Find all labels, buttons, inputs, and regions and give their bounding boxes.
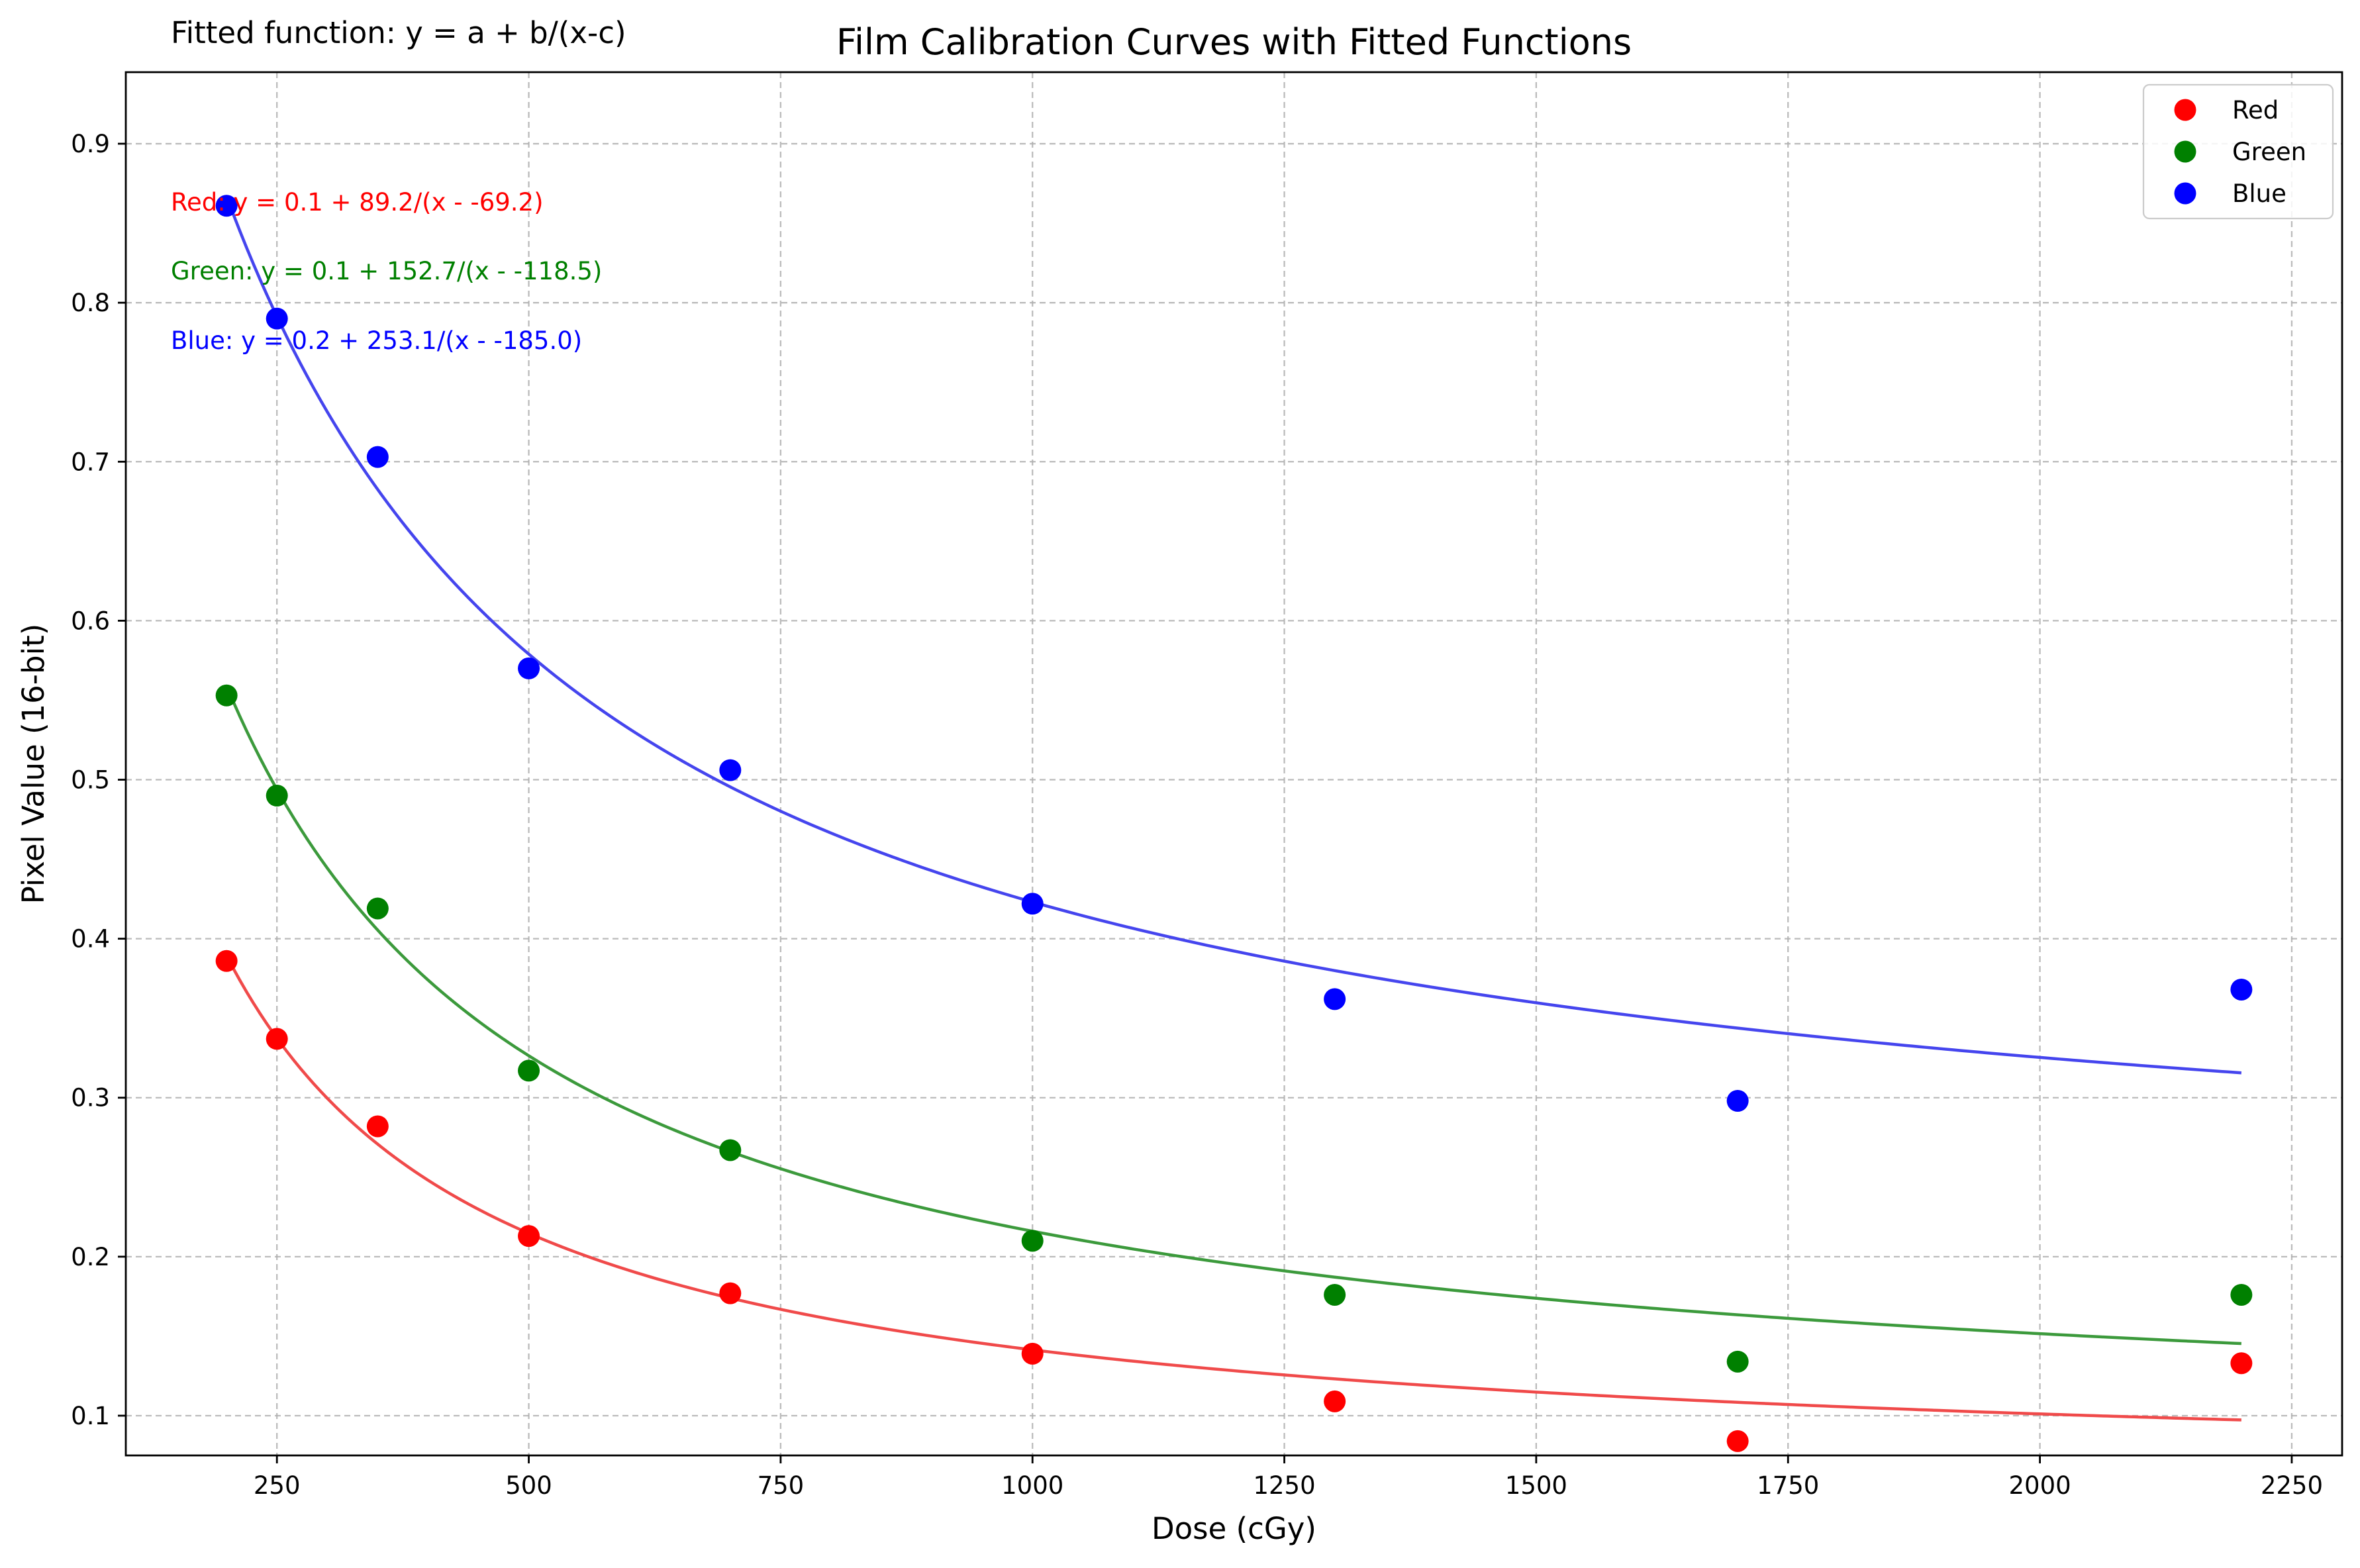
equation-annotations: Red: y = 0.1 + 89.2/(x - -69.2) Green: y … <box>171 188 602 355</box>
red-fit-curve <box>225 955 2241 1422</box>
green-data-point <box>366 897 389 920</box>
y-tick-label: 0.6 <box>71 607 110 635</box>
y-tick-label: 0.3 <box>71 1084 110 1112</box>
blue-data-point <box>1324 988 1346 1010</box>
grid-lines <box>126 72 2342 1455</box>
green-equation-label: Green: y = 0.1 + 152.7/(x - -118.5) <box>171 257 602 285</box>
fit-function-note: Fitted function: y = a + b/(x-c) <box>171 15 626 50</box>
blue-equation-label: Blue: y = 0.2 + 253.1/(x - -185.0) <box>171 326 582 355</box>
x-tick-label: 1750 <box>1757 1471 1819 1500</box>
fitted-curves <box>225 195 2242 1422</box>
green-legend-marker <box>2174 140 2196 163</box>
chart-title: Film Calibration Curves with Fitted Func… <box>836 21 1632 63</box>
green-data-point <box>1021 1230 1044 1252</box>
red-data-point <box>266 1028 288 1050</box>
green-fit-curve <box>225 685 2241 1346</box>
green-data-point <box>518 1059 540 1082</box>
y-axis-label: Pixel Value (16-bit) <box>16 624 51 905</box>
x-axis-label: Dose (cGy) <box>1152 1511 1316 1546</box>
green-data-point <box>266 785 288 807</box>
green-data-point <box>1324 1283 1346 1306</box>
red-data-point <box>719 1282 742 1304</box>
blue-legend-label: Blue <box>2232 179 2286 208</box>
y-tick-label: 0.9 <box>71 130 110 158</box>
legend: Red Green Blue <box>2142 83 2334 220</box>
red-legend-label: Red <box>2232 96 2279 124</box>
green-legend-label: Green <box>2232 138 2306 166</box>
blue-legend-marker <box>2174 182 2196 205</box>
red-legend-marker <box>2174 99 2196 121</box>
x-tick-label: 1250 <box>1253 1471 1315 1500</box>
blue-data-point <box>1021 893 1044 915</box>
red-data-point <box>366 1115 389 1138</box>
red-data-point <box>518 1225 540 1248</box>
data-points <box>215 195 2253 1452</box>
x-tick-label: 2250 <box>2261 1471 2323 1500</box>
red-equation-label: Red: y = 0.1 + 89.2/(x - -69.2) <box>171 188 544 217</box>
blue-data-point <box>215 195 238 217</box>
axis-ticks: 250 500 750 1000 1250 1500 1750 2000 2250 0.1 0.2 0… <box>71 130 2323 1500</box>
blue-data-point <box>518 657 540 679</box>
x-tick-label: 1500 <box>1505 1471 1567 1500</box>
x-tick-label: 250 <box>254 1471 301 1500</box>
red-data-point <box>215 950 238 972</box>
red-data-point <box>1021 1342 1044 1365</box>
red-data-point <box>1324 1390 1346 1412</box>
plot-frame <box>124 71 2343 1457</box>
y-tick-label: 0.5 <box>71 766 110 795</box>
x-tick-label: 500 <box>505 1471 552 1500</box>
blue-data-point <box>719 759 742 781</box>
x-tick-label: 750 <box>758 1471 805 1500</box>
y-tick-label: 0.1 <box>71 1402 110 1430</box>
x-tick-label: 1000 <box>1001 1471 1063 1500</box>
y-tick-label: 0.4 <box>71 925 110 954</box>
green-data-point <box>2230 1283 2253 1306</box>
blue-data-point <box>266 307 288 330</box>
green-data-point <box>215 684 238 707</box>
blue-data-point <box>2230 978 2253 1001</box>
blue-fit-curve <box>225 195 2242 1075</box>
blue-data-point <box>1726 1090 1749 1112</box>
red-data-point <box>2230 1352 2253 1375</box>
y-tick-label: 0.8 <box>71 289 110 317</box>
red-data-point <box>1726 1430 1749 1452</box>
green-data-point <box>719 1139 742 1161</box>
x-tick-label: 2000 <box>2009 1471 2071 1500</box>
y-tick-label: 0.7 <box>71 448 110 476</box>
y-tick-label: 0.2 <box>71 1243 110 1271</box>
blue-data-point <box>366 446 389 468</box>
green-data-point <box>1726 1350 1749 1373</box>
